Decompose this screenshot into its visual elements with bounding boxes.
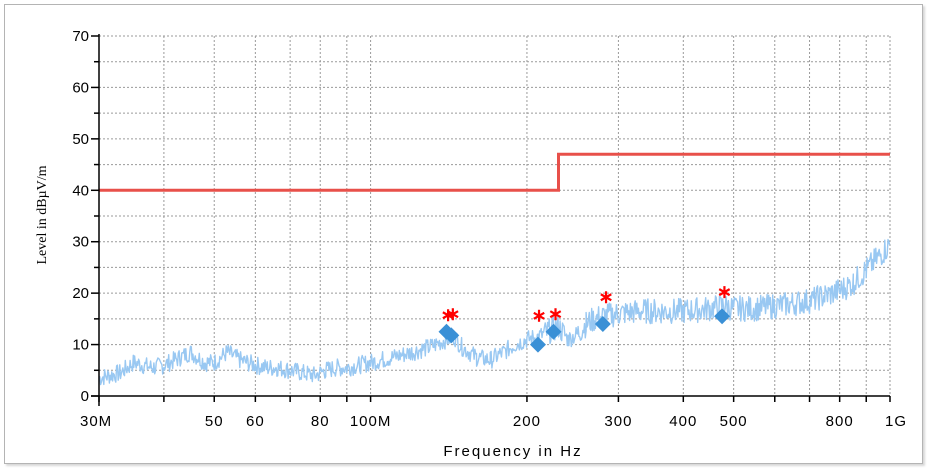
x-tick-label: 500 [720,413,748,430]
peak-marker-stroke [533,311,545,320]
plot-series [98,152,891,386]
y-tick-label: 50 [72,131,89,148]
y-axis-label: Level in dBµV/m [35,165,50,264]
y-tick-label: 10 [72,337,89,354]
quasi-peak-marker [714,308,731,325]
spectrum-trace [98,238,891,386]
quasi-peak-marker [545,323,562,340]
peak-marker-stroke [600,293,612,302]
peak-marker [533,309,545,322]
y-tick-label: 70 [72,28,89,45]
quasi-peak-marker [443,327,460,344]
grid [98,35,891,397]
y-tick-label: 20 [72,285,89,302]
x-tick-label: 50 [205,413,224,430]
y-tick-label: 60 [72,79,89,96]
peak-marker-stroke [549,310,562,319]
peak-marker [549,308,562,321]
chart-frame [4,4,923,464]
x-tick-label: 60 [246,413,265,430]
x-tick-label: 400 [669,413,697,430]
x-tick-label: 300 [604,413,632,430]
peak-marker-stroke [447,310,459,319]
peak-marker-stroke [718,288,731,297]
limit-line [99,152,890,192]
y-tick-label: 30 [72,234,89,251]
y-tick-label: 40 [72,182,89,199]
x-tick-label: 1G [885,413,907,430]
quasi-peak-marker [594,316,611,332]
peak-marker [718,286,731,299]
x-axis-label: Frequency in Hz [443,443,582,460]
axes: 0 10 20 30 40 50 60 70 30M 50 60 80 100M 200 300 400 500… [72,28,907,430]
x-tick-label: 30M [80,413,112,430]
x-tick-label: 800 [826,413,854,430]
y-tick-label: 0 [81,388,89,405]
x-tick-label: 100M [350,413,392,430]
x-tick-label: 80 [311,413,330,430]
quasi-peak-marker [529,336,546,353]
x-tick-label: 200 [513,413,541,430]
peak-marker [600,291,612,304]
peak-marker [447,308,459,321]
